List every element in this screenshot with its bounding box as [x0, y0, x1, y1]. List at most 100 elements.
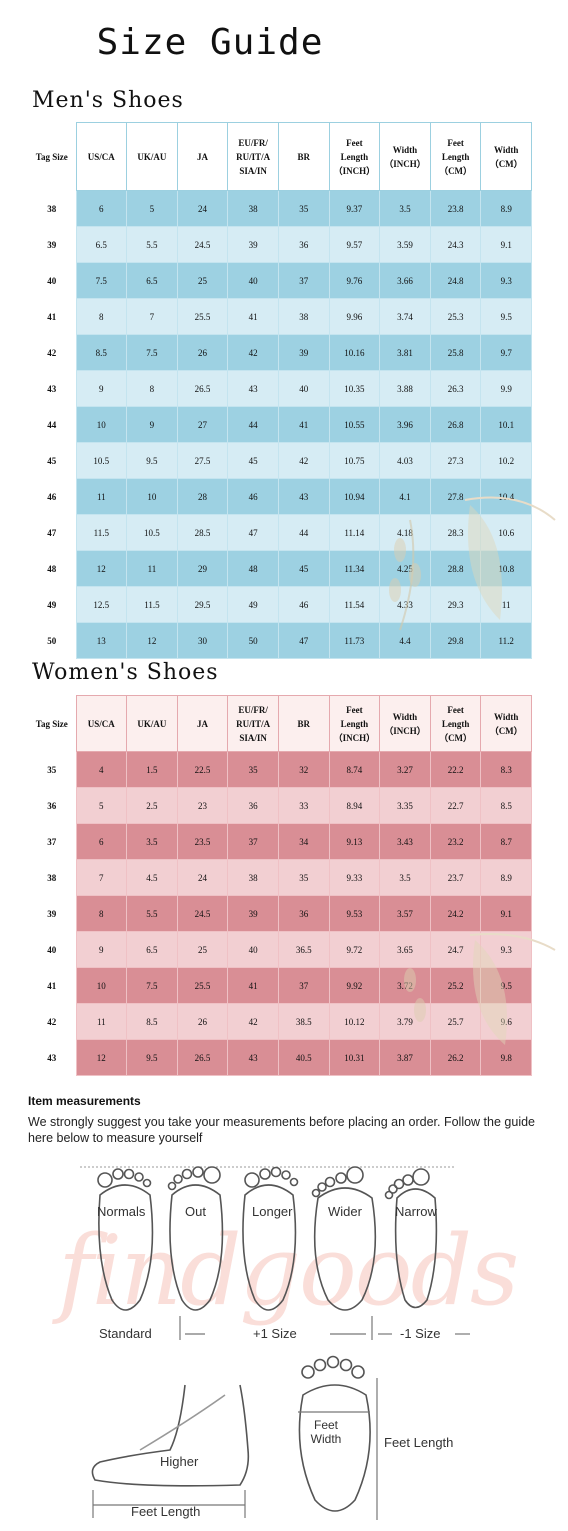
table-cell: 37: [277, 967, 330, 1004]
table-cell: 4.5: [126, 859, 178, 896]
table-cell: 9.5: [126, 442, 178, 479]
table-cell: 10.55: [328, 406, 381, 443]
foot-type-label: Wider: [328, 1204, 362, 1219]
table-cell: 10.31: [328, 1039, 381, 1076]
table-cell: 9.33: [328, 859, 381, 896]
table-cell: 24.5: [176, 895, 229, 932]
table-cell: 28.8: [429, 550, 482, 587]
table-cell: 9.37: [328, 190, 381, 227]
table-cell: 8: [126, 370, 178, 407]
table-header-row: Tag Size US/CA UK/AU JA EU/FR/ RU/IT/A SIA/I…: [28, 695, 532, 752]
table-row: 50 13 12 30 50 47 11.73 4.4 29.8 11.2: [28, 622, 532, 659]
table-cell: 24.2: [429, 895, 482, 932]
table-cell: 40: [227, 931, 279, 968]
table-row: 43 12 9.5 26.5 43 40.5 10.31 3.87 26.2 9.8: [28, 1039, 532, 1076]
table-cell: 11.2: [480, 622, 532, 659]
table-cell: 8: [75, 895, 128, 932]
table-cell: 40: [277, 370, 330, 407]
table-cell: 43: [277, 478, 330, 515]
table-cell: 26: [176, 1003, 229, 1040]
table-cell: 29.8: [429, 622, 482, 659]
table-cell: 4: [75, 751, 128, 788]
table-cell: 24: [176, 190, 229, 227]
table-cell: 43: [227, 370, 279, 407]
table-cell: 10.75: [328, 442, 381, 479]
table-cell: 25: [176, 931, 229, 968]
table-cell: 5: [126, 190, 178, 227]
table-cell: 27.5: [176, 442, 229, 479]
table-cell: 8.94: [328, 787, 381, 824]
table-cell: 9.1: [480, 226, 532, 263]
table-cell: 42: [227, 1003, 279, 1040]
table-cell: 35: [277, 859, 330, 896]
column-header: Width （INCH）: [379, 695, 431, 752]
table-cell: 6: [75, 823, 128, 860]
tag-size-cell: 45: [28, 442, 76, 479]
table-cell: 46: [227, 478, 279, 515]
foot-types-illustration: [80, 1166, 470, 1520]
tag-size-cell: 41: [28, 298, 76, 335]
table-cell: 40: [227, 262, 279, 299]
table-cell: 10: [126, 478, 178, 515]
table-cell: 42: [227, 334, 279, 371]
table-cell: 42: [277, 442, 330, 479]
tag-size-cell: 37: [28, 823, 76, 860]
tag-size-cell: 39: [28, 895, 76, 932]
table-cell: 10.5: [75, 442, 128, 479]
table-cell: 8: [75, 298, 128, 335]
table-cell: 27.8: [429, 478, 482, 515]
table-cell: 5.5: [126, 226, 178, 263]
tag-size-cell: 44: [28, 406, 76, 443]
table-row: 42 8.5 7.5 26 42 39 10.16 3.81 25.8 9.7: [28, 334, 532, 371]
table-cell: 25.7: [429, 1003, 482, 1040]
minus-one-size-label: -1 Size: [400, 1326, 441, 1341]
table-cell: 41: [227, 967, 279, 1004]
table-row: 38 6 5 24 38 35 9.37 3.5 23.8 8.9: [28, 190, 532, 227]
table-row: 39 8 5.5 24.5 39 36 9.53 3.57 24.2 9.1: [28, 895, 532, 932]
table-cell: 9.76: [328, 262, 381, 299]
table-cell: 8.5: [75, 334, 128, 371]
table-cell: 38: [277, 298, 330, 335]
table-cell: 9.5: [480, 298, 532, 335]
table-cell: 25.8: [429, 334, 482, 371]
women-size-table: Tag Size US/CA UK/AU JA EU/FR/ RU/IT/A SIA/I…: [28, 695, 532, 1076]
column-header: JA: [176, 122, 229, 191]
column-header: US/CA: [75, 122, 128, 191]
table-cell: 3.57: [379, 895, 431, 932]
table-cell: 9.8: [480, 1039, 532, 1076]
table-cell: 48: [227, 550, 279, 587]
table-cell: 23.2: [429, 823, 482, 860]
table-cell: 26.5: [176, 370, 229, 407]
table-cell: 26.2: [429, 1039, 482, 1076]
table-cell: 9.5: [126, 1039, 178, 1076]
table-cell: 3.74: [379, 298, 431, 335]
table-cell: 9: [75, 931, 128, 968]
table-cell: 8.7: [480, 823, 532, 860]
table-cell: 3.87: [379, 1039, 431, 1076]
table-cell: 10.2: [480, 442, 532, 479]
table-cell: 10: [75, 967, 128, 1004]
table-cell: 39: [227, 895, 279, 932]
tag-size-cell: 48: [28, 550, 76, 587]
table-cell: 24.8: [429, 262, 482, 299]
tag-size-cell: 41: [28, 967, 76, 1004]
table-cell: 8.9: [480, 859, 532, 896]
tag-size-header: Tag Size: [28, 695, 76, 752]
tag-size-cell: 50: [28, 622, 76, 659]
table-cell: 36: [227, 787, 279, 824]
page-title: Size Guide: [96, 22, 324, 63]
table-cell: 41: [277, 406, 330, 443]
table-cell: 13: [75, 622, 128, 659]
table-cell: 10.5: [126, 514, 178, 551]
table-cell: 26.8: [429, 406, 482, 443]
side-feet-length-label: Feet Length: [131, 1504, 201, 1519]
table-cell: 10: [75, 406, 128, 443]
table-cell: 7: [126, 298, 178, 335]
table-cell: 8.9: [480, 190, 532, 227]
table-cell: 5.5: [126, 895, 178, 932]
table-row: 41 8 7 25.5 41 38 9.96 3.74 25.3 9.5: [28, 298, 532, 335]
table-cell: 11: [480, 586, 532, 623]
tag-size-cell: 42: [28, 334, 76, 371]
table-cell: 2.5: [126, 787, 178, 824]
column-header: UK/AU: [126, 695, 178, 752]
